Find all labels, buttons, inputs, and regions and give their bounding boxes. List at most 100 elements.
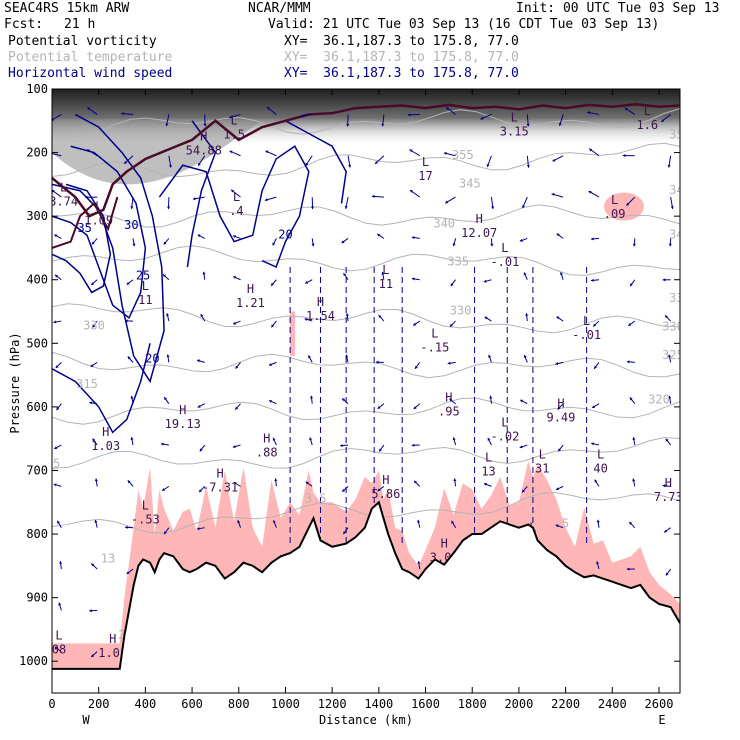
wind-vector-head — [449, 398, 453, 402]
wind-vector-head — [233, 235, 236, 239]
wind-vector-head — [52, 189, 55, 193]
wind-vector-head — [626, 567, 630, 571]
wind-vector-head — [86, 149, 90, 153]
field-xy-wind: XY= 36.1,187.3 to 175.8, 77.0 — [284, 66, 519, 81]
wind-vector-head — [445, 107, 449, 111]
x-tick-label: 2600 — [645, 697, 674, 711]
wind-vector-head — [588, 191, 592, 194]
theta-isentrope — [52, 245, 680, 276]
wind-vector-head — [632, 478, 636, 482]
wind-vector-head — [592, 405, 596, 408]
wind-vector-head — [197, 404, 201, 408]
wind-vector-head — [667, 164, 671, 168]
pv-extremum-value: .4 — [229, 204, 243, 218]
wind-vector-head — [344, 206, 348, 209]
theta-label: 5 — [53, 456, 60, 470]
wind-vector-head — [160, 442, 164, 446]
wind-vector-head — [199, 448, 203, 452]
wind-vector-head — [414, 480, 417, 484]
y-tick-label: 1000 — [19, 654, 48, 668]
pv-extremum-value: -.01 — [490, 255, 519, 269]
wind-vector-head — [452, 243, 456, 247]
theta-label: 345 — [669, 183, 691, 197]
pv-extremum-value: 3.15 — [500, 125, 529, 139]
init-time: Init: 00 UTC Tue 03 Sep 13 — [516, 1, 720, 16]
pv-extremum-value: .95 — [438, 404, 460, 418]
pv-extremum-type: H — [216, 467, 223, 481]
wind-vector-head — [630, 283, 633, 287]
theta-label: 330 — [83, 318, 105, 332]
wind-vector-head — [519, 445, 523, 449]
wind-vector-head — [624, 107, 628, 111]
pv-extremum-type: H — [557, 397, 564, 411]
wind-vector-head — [555, 487, 559, 491]
y-tick-label: 600 — [26, 400, 48, 414]
wind-vector-head — [589, 148, 593, 152]
wind-vector-head — [127, 356, 131, 360]
wind-vector-head — [668, 354, 672, 358]
wind-vector-head — [450, 283, 454, 287]
wind-vector-head — [94, 478, 98, 482]
wind-vector-head — [375, 160, 379, 164]
wind-vector-head — [449, 323, 453, 327]
theta-label: 355 — [452, 148, 474, 162]
y-tick-label: 500 — [26, 336, 48, 350]
wind-vector-head — [162, 274, 166, 278]
wind-vector-head — [164, 397, 168, 401]
terrain-line — [52, 500, 680, 670]
theta-label: 335 — [447, 255, 469, 269]
wind-vector-head — [453, 478, 457, 482]
wind-vector-head — [342, 488, 346, 492]
pv-extremum-value: 1.21 — [236, 296, 265, 310]
wind-vector-head — [594, 479, 598, 483]
wind-vector-head — [591, 237, 594, 241]
x-tick-label: 0 — [48, 697, 55, 711]
wind-vector-head — [54, 646, 58, 650]
x-tick-label: 800 — [228, 697, 250, 711]
west-label: W — [82, 713, 90, 727]
wind-vector-head — [272, 242, 276, 246]
wind-vector-head — [522, 489, 525, 493]
wind-vector-head — [300, 114, 304, 118]
field-name-wind: Horizontal wind speed — [8, 66, 173, 81]
wind-vector-head — [237, 520, 241, 524]
wind-vector-head — [480, 116, 484, 120]
x-tick-label: 2200 — [551, 697, 580, 711]
wind-vector-head — [417, 561, 421, 564]
theta-isentrope — [52, 397, 680, 425]
wind-vector-head — [520, 399, 524, 403]
wind-vector — [52, 153, 62, 157]
wind-vector-head — [525, 313, 529, 316]
wind-vector-head — [447, 361, 451, 365]
wind-vector-head — [555, 362, 559, 366]
valid-time: Valid: 21 UTC Tue 03 Sep 13 (16 CDT Tue … — [268, 17, 660, 32]
wind-vector-head — [662, 484, 666, 488]
pv-extremum-type: L — [142, 279, 149, 293]
pv-extremum-type: H — [263, 432, 270, 446]
terrain-fill — [52, 502, 680, 693]
wind-vector-head — [55, 274, 58, 278]
wind-vector-head — [596, 519, 600, 523]
theta-isentrope — [52, 303, 680, 334]
wind-vector-head — [483, 482, 487, 486]
pv-extremum-type: L — [583, 314, 590, 328]
wind-vector-head — [523, 272, 527, 276]
wind-vector-head — [56, 407, 60, 411]
wind-vector-head — [591, 442, 595, 446]
x-tick-label: 400 — [135, 697, 157, 711]
field-xy-pv: XY= 36.1,187.3 to 175.8, 77.0 — [284, 34, 519, 49]
pv-extremum-type: L — [233, 190, 240, 204]
wind-vector-head — [197, 234, 201, 238]
pv-extremum-value: 13 — [481, 465, 495, 479]
wind-vector-head — [668, 395, 672, 399]
x-tick-label: 1600 — [411, 697, 440, 711]
pv-extremum-type: H — [317, 295, 324, 309]
wind-vector-head — [490, 243, 494, 247]
wind-vector-head — [229, 150, 233, 154]
wind-vector-head — [85, 195, 88, 199]
pv-extremum-value: 11 — [138, 293, 152, 307]
wind-vector-head — [379, 448, 382, 452]
theta-label: 330 — [662, 320, 684, 334]
pv-extremum-value: 9.49 — [546, 411, 575, 425]
